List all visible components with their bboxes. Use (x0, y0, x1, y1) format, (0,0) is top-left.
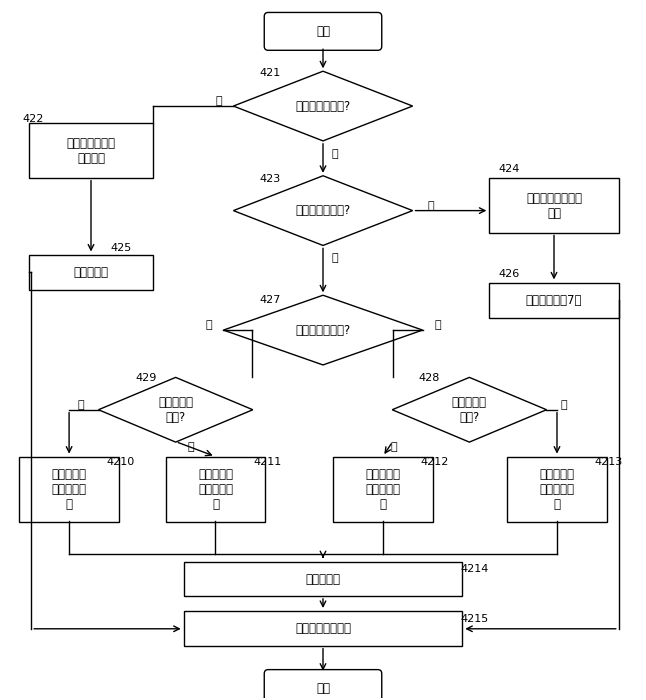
Bar (19, 457, 119, 522)
Text: 是: 是 (434, 320, 441, 330)
Bar (29, 255, 153, 290)
Text: 4212: 4212 (421, 456, 449, 466)
Text: 4211: 4211 (253, 456, 282, 466)
Text: 424: 424 (499, 164, 520, 174)
FancyBboxPatch shape (264, 13, 382, 50)
Text: 判定条件一判断?: 判定条件一判断? (295, 99, 351, 113)
Text: 第一类双高
斯拟合初始
值: 第一类双高 斯拟合初始 值 (52, 468, 87, 511)
Text: 422: 422 (23, 114, 44, 124)
Text: 结束: 结束 (316, 682, 330, 695)
Text: 否: 否 (187, 442, 194, 452)
Bar (333, 457, 433, 522)
Text: 判定条件二判断?: 判定条件二判断? (295, 204, 351, 217)
Text: 4215: 4215 (460, 614, 488, 624)
Polygon shape (392, 377, 547, 442)
Bar (489, 178, 619, 233)
Bar (165, 457, 266, 522)
Text: 三高斯拟合: 三高斯拟合 (74, 266, 109, 279)
Bar (489, 283, 619, 318)
Text: 否: 否 (561, 400, 567, 410)
Polygon shape (224, 295, 422, 365)
Text: 是: 是 (215, 96, 222, 106)
Text: 单高斯拟合（7）: 单高斯拟合（7） (526, 294, 582, 307)
Text: 425: 425 (110, 244, 132, 253)
Text: 4213: 4213 (594, 456, 623, 466)
Text: 4214: 4214 (460, 564, 488, 574)
Bar (183, 611, 463, 646)
Text: 否: 否 (331, 253, 339, 263)
Text: 判定条件四
判断?: 判定条件四 判断? (452, 395, 487, 423)
Text: 判定条件三判断?: 判定条件三判断? (295, 323, 351, 337)
Text: 是: 是 (427, 201, 434, 211)
Text: 判定条件五
判断?: 判定条件五 判断? (158, 395, 193, 423)
Text: 否: 否 (331, 149, 339, 159)
Text: 选取第二步拟合初
始值: 选取第二步拟合初 始值 (526, 192, 582, 220)
Text: 429: 429 (135, 373, 156, 383)
Bar (507, 457, 607, 522)
Text: 拟合风速和载噪比: 拟合风速和载噪比 (295, 622, 351, 636)
Text: 423: 423 (260, 174, 281, 183)
Text: 否: 否 (205, 320, 212, 330)
Polygon shape (233, 71, 413, 141)
Text: 选定第一步拟合
时初始值: 选定第一步拟合 时初始值 (67, 137, 116, 165)
Text: 开始: 开始 (316, 25, 330, 38)
Polygon shape (233, 176, 413, 246)
Text: 428: 428 (419, 373, 440, 383)
Text: 426: 426 (499, 270, 520, 279)
Text: 4210: 4210 (107, 456, 135, 466)
Text: 双高斯拟合: 双高斯拟合 (306, 573, 340, 585)
Text: 421: 421 (260, 68, 281, 78)
Text: 427: 427 (260, 295, 281, 305)
Polygon shape (98, 377, 253, 442)
Text: 第四类双高
斯拟合初始
值: 第四类双高 斯拟合初始 值 (539, 468, 574, 511)
Text: 是: 是 (78, 400, 85, 410)
Bar (183, 561, 463, 596)
FancyBboxPatch shape (264, 670, 382, 700)
Bar (29, 123, 153, 178)
Text: 是: 是 (390, 442, 397, 452)
Text: 第二类双高
斯拟合初始
值: 第二类双高 斯拟合初始 值 (198, 468, 233, 511)
Text: 第三类双高
斯拟合初始
值: 第三类双高 斯拟合初始 值 (365, 468, 401, 511)
